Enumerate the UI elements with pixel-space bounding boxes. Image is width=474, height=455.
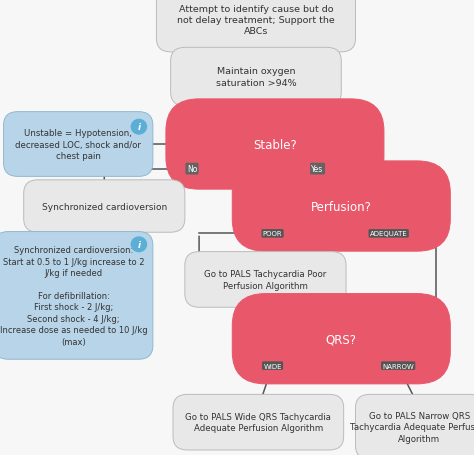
Text: Perfusion?: Perfusion? [311, 200, 372, 213]
FancyBboxPatch shape [156, 0, 356, 53]
Text: Stable?: Stable? [253, 138, 297, 151]
FancyBboxPatch shape [166, 100, 384, 190]
Text: i: i [137, 240, 140, 249]
Text: POOR: POOR [263, 231, 283, 237]
Text: Go to PALS Wide QRS Tachycardia
Adequate Perfusion Algorithm: Go to PALS Wide QRS Tachycardia Adequate… [185, 412, 331, 432]
Text: Go to PALS Narrow QRS
Tachycardia Adequate Perfusion
Algorithm: Go to PALS Narrow QRS Tachycardia Adequa… [350, 411, 474, 443]
Text: No: No [187, 165, 197, 174]
FancyBboxPatch shape [173, 394, 344, 450]
Text: Synchronized cardioversion: Synchronized cardioversion [42, 202, 167, 211]
Text: QRS?: QRS? [326, 333, 357, 345]
FancyBboxPatch shape [4, 112, 153, 177]
Text: Yes: Yes [311, 165, 324, 174]
Text: NARROW: NARROW [383, 363, 414, 369]
Text: i: i [137, 123, 140, 132]
Text: Maintain oxygen
saturation >94%: Maintain oxygen saturation >94% [216, 67, 296, 87]
Text: Synchronized cardioversion:
Start at 0.5 to 1 J/kg increase to 2
J/kg if needed
: Synchronized cardioversion: Start at 0.5… [0, 246, 147, 346]
FancyBboxPatch shape [185, 252, 346, 308]
Text: Unstable = Hypotension,
decreased LOC, shock and/or
chest pain: Unstable = Hypotension, decreased LOC, s… [15, 129, 141, 161]
FancyBboxPatch shape [0, 232, 153, 359]
Text: WIDE: WIDE [263, 363, 282, 369]
FancyBboxPatch shape [171, 48, 341, 106]
FancyBboxPatch shape [232, 294, 450, 384]
Text: ADEQUATE: ADEQUATE [370, 231, 408, 237]
FancyBboxPatch shape [24, 180, 185, 233]
FancyBboxPatch shape [232, 162, 450, 252]
Text: Go to PALS Tachycardia Poor
Perfusion Algorithm: Go to PALS Tachycardia Poor Perfusion Al… [204, 270, 327, 290]
Circle shape [131, 120, 146, 135]
FancyBboxPatch shape [356, 394, 474, 455]
Circle shape [131, 238, 146, 252]
Text: Attempt to identify cause but do
not delay treatment; Support the
ABCs: Attempt to identify cause but do not del… [177, 5, 335, 36]
